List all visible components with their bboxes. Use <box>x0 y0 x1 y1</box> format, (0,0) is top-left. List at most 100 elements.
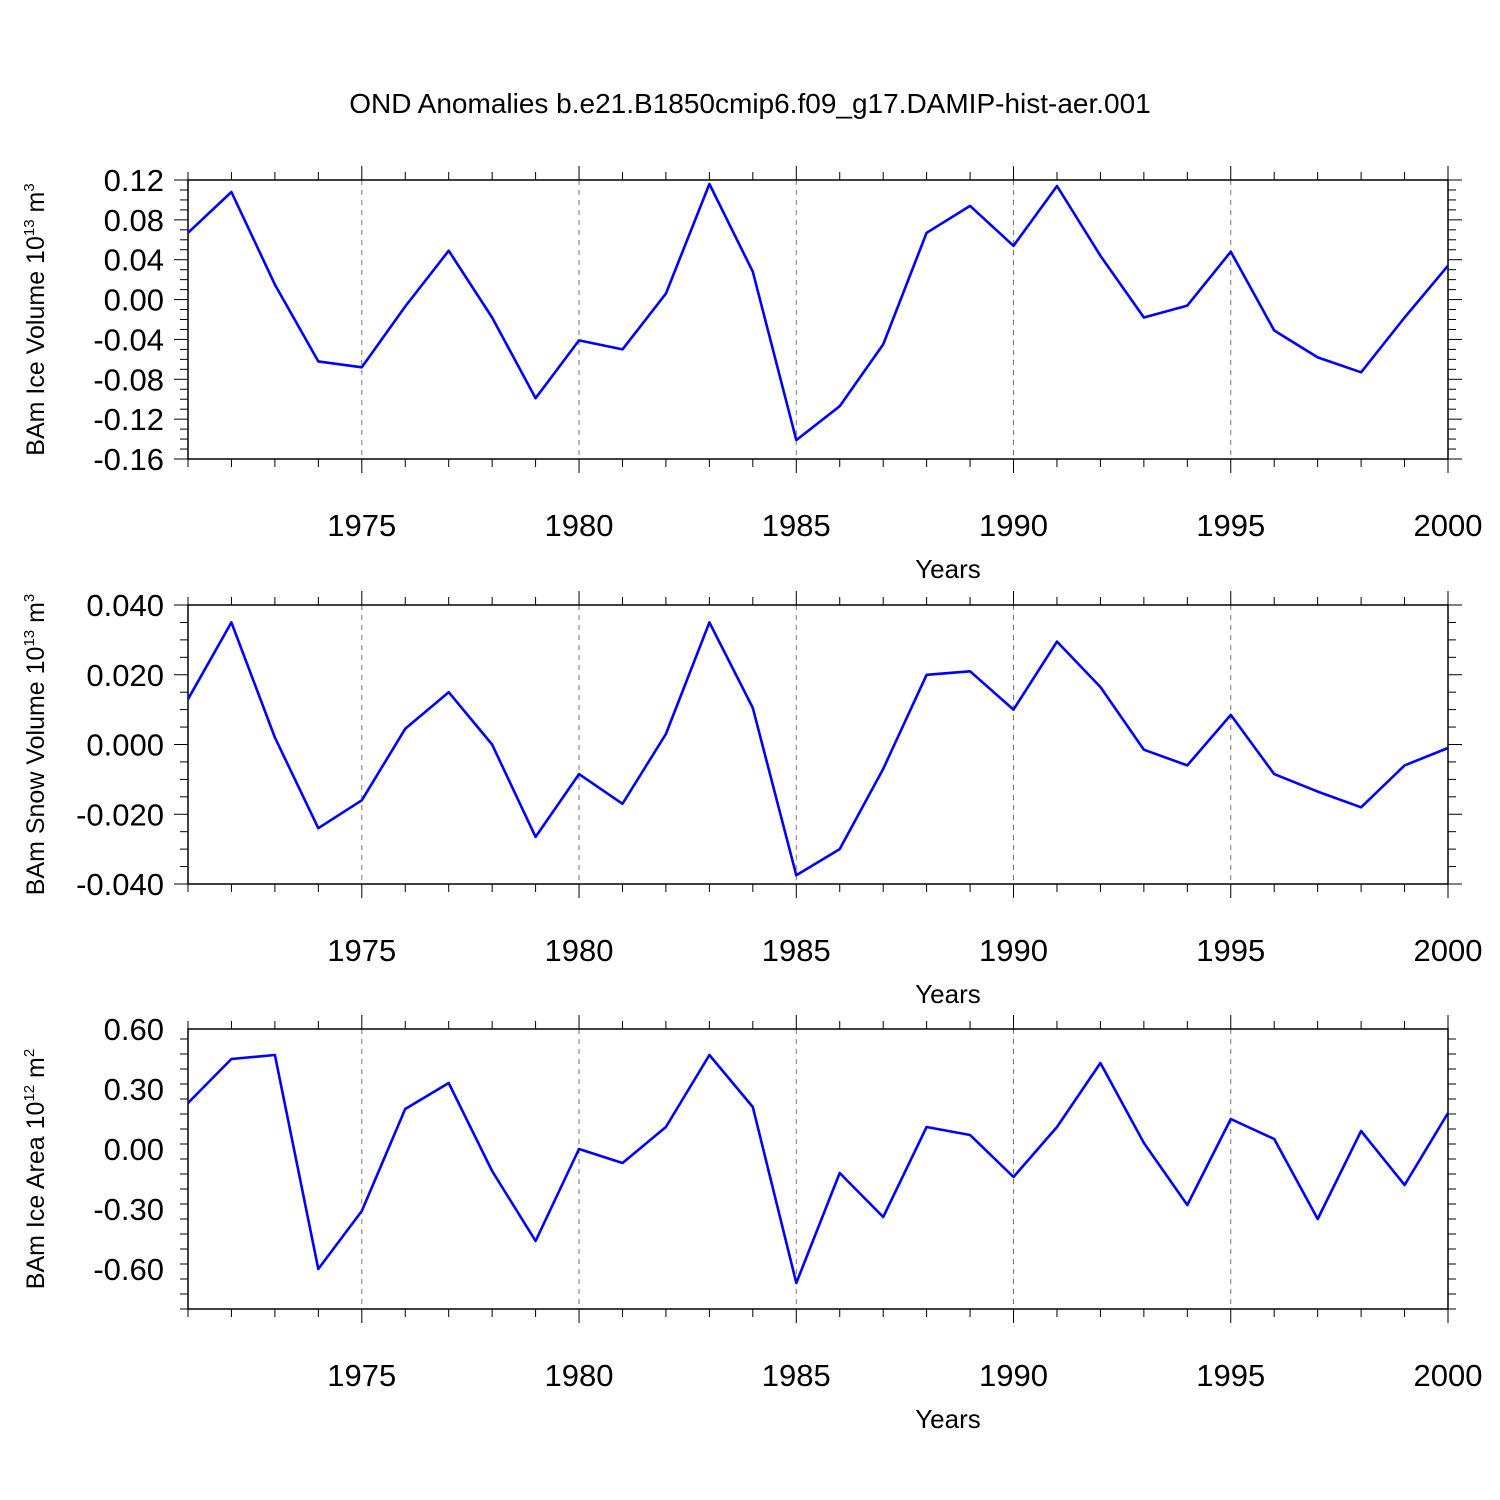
ice-volume-data-point <box>1185 304 1189 308</box>
ice-volume-data-point <box>1403 316 1407 320</box>
snow-volume-data-point <box>838 847 842 851</box>
ice-volume-data-point <box>1142 316 1146 320</box>
ice-area-data-point <box>794 1281 798 1285</box>
ice-volume-data-point <box>490 316 494 320</box>
ice-volume-y-tick-label: -0.16 <box>93 442 164 477</box>
ice-area-y-tick-label: 0.00 <box>104 1132 164 1167</box>
snow-volume-data-point <box>1316 790 1320 794</box>
ice-area-y-axis-label: BAm Ice Area 1012 m2 <box>21 1049 50 1289</box>
ice-area-data-point <box>273 1053 277 1057</box>
snow-volume-y-tick-label: 0.020 <box>86 658 164 693</box>
ice-volume-data-point <box>1012 244 1016 248</box>
ice-area-data-point <box>1142 1141 1146 1145</box>
ice-area-data-point <box>881 1215 885 1219</box>
ice-volume-data-point <box>1316 355 1320 359</box>
ice-volume-y-tick-label: -0.12 <box>93 402 164 437</box>
ice-volume-data-point <box>1272 328 1276 332</box>
snow-volume-data-point <box>751 706 755 710</box>
ice-area-data-point <box>1359 1129 1363 1133</box>
snow-volume-data-point <box>186 697 190 701</box>
snow-volume-y-tick-label: 0.040 <box>86 588 164 623</box>
snow-volume-y-tick-label: 0.000 <box>86 728 164 763</box>
ice-area-plot-frame <box>187 1028 1449 1310</box>
ice-area-x-tick-label: 1985 <box>762 1358 831 1393</box>
ice-area-data-point <box>229 1057 233 1061</box>
ice-volume-series-line <box>187 182 1449 442</box>
ice-area-x-tick-label: 1975 <box>327 1358 396 1393</box>
snow-volume-y-tick-label: -0.020 <box>76 797 164 832</box>
snow-volume-data-point <box>534 835 538 839</box>
snow-volume-data-point <box>794 873 798 877</box>
ice-volume-plot-frame <box>187 179 1449 460</box>
snow-volume-panel: 0.040 0.020 0.000 -0.020 -0.040 1975 1980 1985 1… <box>21 588 1482 1009</box>
snow-volume-y-tick-label: -0.040 <box>76 867 164 902</box>
snow-volume-plot-frame <box>187 604 1449 885</box>
snow-volume-data-point <box>1359 805 1363 809</box>
ice-area-y-tick-label: -0.60 <box>93 1252 164 1287</box>
ice-volume-x-axis-label: Years <box>915 554 981 584</box>
ice-volume-x-tick-label: 1975 <box>327 508 396 543</box>
snow-volume-data-point <box>1055 640 1059 644</box>
ice-area-x-tick-label: 1995 <box>1196 1358 1265 1393</box>
snow-volume-data-point <box>490 743 494 747</box>
ice-volume-data-point <box>968 204 972 208</box>
snow-volume-x-axis-label: Years <box>915 979 981 1009</box>
ice-area-data-point <box>838 1171 842 1175</box>
snow-volume-data-point <box>360 798 364 802</box>
snow-volume-data-point <box>316 826 320 830</box>
ice-area-x-tick-label: 2000 <box>1414 1358 1483 1393</box>
ice-volume-data-point <box>316 359 320 363</box>
ice-volume-panel: 0.12 0.08 0.04 0.00 -0.04 -0.08 -0.12 -0.16 1975… <box>21 163 1482 584</box>
ice-area-x-tick-label: 1990 <box>979 1358 1048 1393</box>
ice-volume-data-point <box>403 305 407 309</box>
ice-volume-data-point <box>925 231 929 235</box>
ice-area-data-point <box>1316 1217 1320 1221</box>
ice-area-panel: 0.60 0.30 0.00 -0.30 -0.60 1975 1980 1985 1990 19… <box>21 1012 1482 1434</box>
ice-area-data-point <box>925 1125 929 1129</box>
snow-volume-data-point <box>1272 772 1276 776</box>
ice-volume-data-point <box>794 438 798 442</box>
chart-title: OND Anomalies b.e21.B1850cmip6.f09_g17.D… <box>349 88 1151 119</box>
ice-volume-data-point <box>577 338 581 342</box>
snow-volume-x-tick-label: 1975 <box>327 933 396 968</box>
snow-volume-data-point <box>1229 713 1233 717</box>
ice-area-data-point <box>620 1161 624 1165</box>
ice-area-y-tick-label: 0.30 <box>104 1072 164 1107</box>
ice-volume-y-tick-label: 0.00 <box>104 283 164 318</box>
ice-volume-data-point <box>186 231 190 235</box>
ice-volume-data-point <box>1055 184 1059 188</box>
snow-volume-data-point <box>664 732 668 736</box>
ice-area-data-point <box>751 1105 755 1109</box>
snow-volume-data-point <box>968 669 972 673</box>
ice-volume-y-tick-label: -0.04 <box>93 322 164 357</box>
ice-volume-data-point <box>447 249 451 253</box>
ice-volume-x-tick-label: 1990 <box>979 508 1048 543</box>
ice-area-data-point <box>1446 1111 1450 1115</box>
ice-volume-data-point <box>229 190 233 194</box>
ice-area-data-point <box>490 1169 494 1173</box>
ice-area-data-point <box>1098 1061 1102 1065</box>
ice-volume-data-point <box>707 182 711 186</box>
ice-volume-data-point <box>838 404 842 408</box>
ice-volume-data-point <box>881 342 885 346</box>
ice-area-data-point <box>707 1053 711 1057</box>
snow-volume-data-point <box>620 802 624 806</box>
ice-volume-y-tick-label: -0.08 <box>93 362 164 397</box>
ice-area-series-line <box>187 1053 1450 1285</box>
ice-volume-y-tick-label: 0.12 <box>104 163 164 198</box>
ice-area-x-axis-label: Years <box>915 1404 981 1434</box>
ice-volume-data-point <box>534 396 538 400</box>
ice-area-y-tick-label: -0.30 <box>93 1192 164 1227</box>
ice-volume-data-point <box>360 365 364 369</box>
ice-volume-x-tick-label: 1985 <box>762 508 831 543</box>
ice-area-data-point <box>1229 1117 1233 1121</box>
ice-volume-data-point <box>1446 264 1450 268</box>
snow-volume-data-point <box>1403 763 1407 767</box>
snow-volume-data-point <box>1142 748 1146 752</box>
ice-area-data-point <box>403 1107 407 1111</box>
snow-volume-data-point <box>273 736 277 740</box>
ice-area-data-point <box>447 1081 451 1085</box>
ice-volume-x-tick-label: 1980 <box>545 508 614 543</box>
snow-volume-x-tick-label: 1990 <box>979 933 1048 968</box>
